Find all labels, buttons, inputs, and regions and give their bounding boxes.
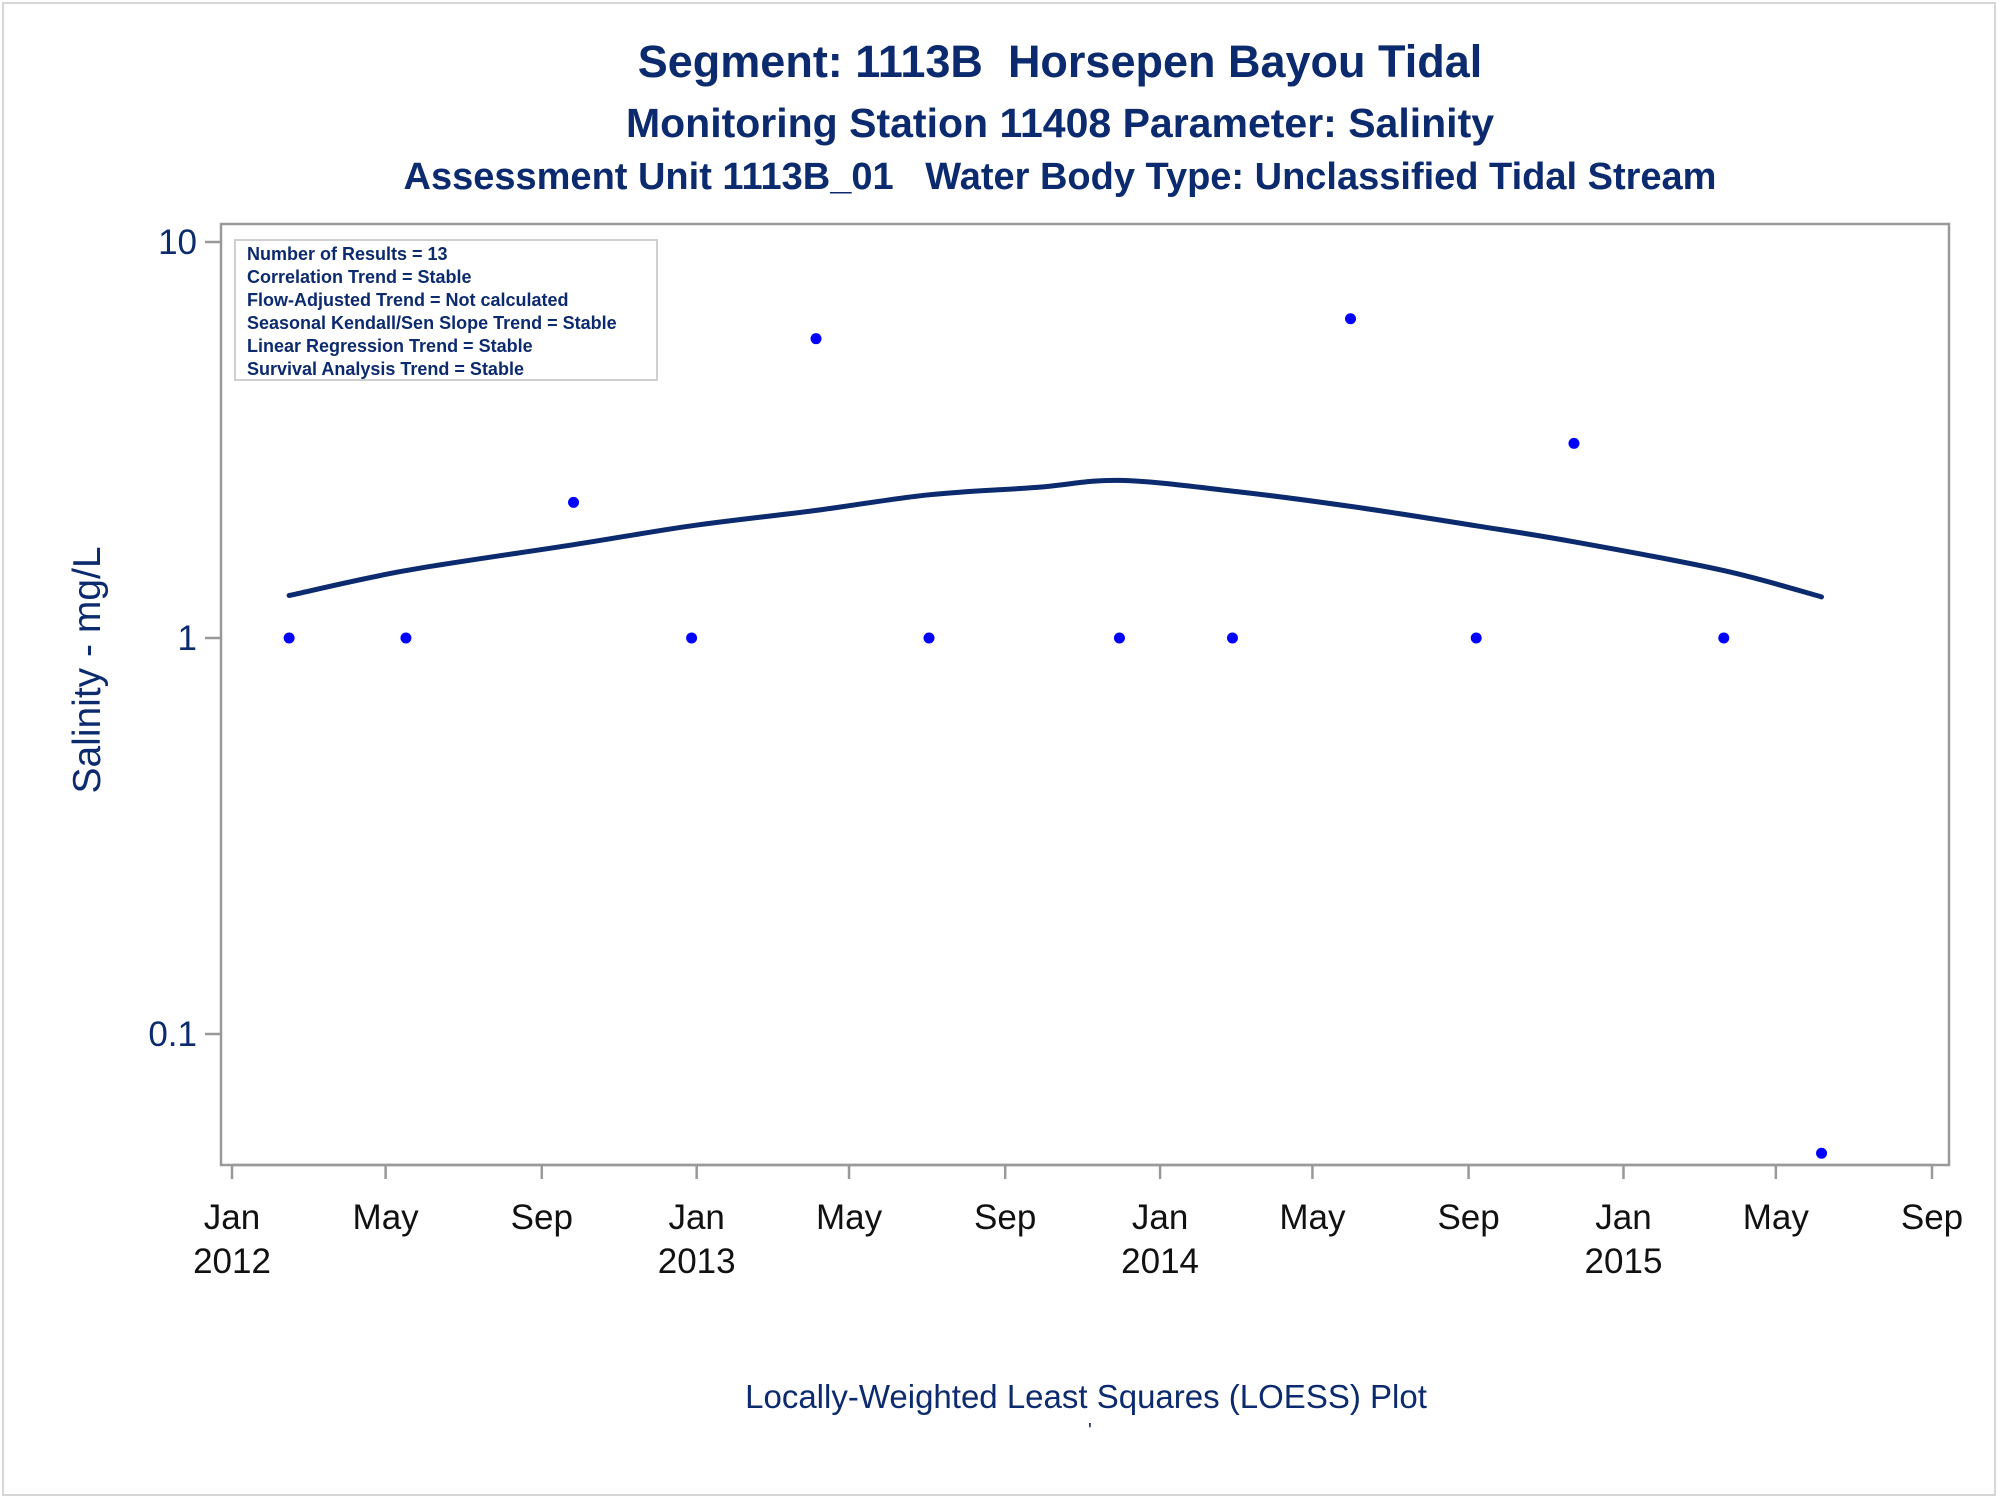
data-point [400, 632, 412, 644]
data-point [283, 632, 295, 644]
data-point [1718, 632, 1730, 644]
x-tick-label: Jan [668, 1198, 724, 1237]
chart-subtitle-2: Assessment Unit 1113B_01 Water Body Type… [403, 156, 1717, 198]
loess-curve-group [286, 477, 1824, 600]
x-tick-year-label: 2012 [193, 1242, 271, 1281]
footnote-mark: ' [1088, 1420, 1092, 1442]
legend-line: Survival Analysis Trend = Stable [247, 359, 524, 379]
chart-title: Segment: 1113B Horsepen Bayou Tidal [637, 36, 1483, 87]
x-tick-label: Jan [1132, 1198, 1188, 1237]
y-tick-label: 1 [178, 619, 197, 658]
x-tick-year-label: 2014 [1121, 1242, 1199, 1281]
footnote: Locally-Weighted Least Squares (LOESS) P… [745, 1378, 1427, 1415]
x-tick-label: May [353, 1198, 420, 1237]
x-tick-label: Sep [511, 1198, 573, 1237]
chart-subtitle: Monitoring Station 11408 Parameter: Sali… [625, 100, 1495, 146]
y-tick-label: 10 [158, 223, 197, 262]
y-tick-label: 0.1 [148, 1015, 197, 1054]
data-point [1568, 437, 1580, 449]
x-tick-label: Sep [974, 1198, 1036, 1237]
y-axis: 10 1 0.1 [148, 223, 221, 1054]
data-point [1226, 632, 1238, 644]
trend-legend: Number of Results = 13 Correlation Trend … [234, 239, 658, 381]
x-tick-label: Jan [1595, 1198, 1651, 1237]
data-point [686, 632, 698, 644]
legend-line: Number of Results = 13 [247, 244, 448, 264]
x-tick-label: May [1279, 1198, 1346, 1237]
legend-line: Flow-Adjusted Trend = Not calculated [247, 290, 569, 310]
data-point [568, 496, 580, 508]
data-point [1470, 632, 1482, 644]
data-points [283, 313, 1828, 1159]
x-tick-label: Sep [1437, 1198, 1499, 1237]
data-point [1345, 313, 1357, 325]
x-axis: Jan 2012 May Sep Jan 2013 May Sep Jan 2014 May Sep J… [193, 1163, 1963, 1281]
x-tick-label: Sep [1901, 1198, 1963, 1237]
data-point [810, 333, 822, 345]
x-tick-label: Jan [204, 1198, 260, 1237]
legend-line: Correlation Trend = Stable [247, 267, 472, 287]
data-point [1816, 1147, 1828, 1159]
data-point [1113, 632, 1125, 644]
legend-line: Seasonal Kendall/Sen Slope Trend = Stabl… [247, 313, 617, 333]
legend-box [234, 239, 658, 381]
data-point [923, 632, 935, 644]
legend-line: Linear Regression Trend = Stable [247, 336, 533, 356]
loess-curve [286, 477, 1824, 600]
x-tick-label: May [1743, 1198, 1810, 1237]
x-tick-label: May [816, 1198, 883, 1237]
x-tick-year-label: 2013 [658, 1242, 736, 1281]
x-tick-year-label: 2015 [1585, 1242, 1663, 1281]
